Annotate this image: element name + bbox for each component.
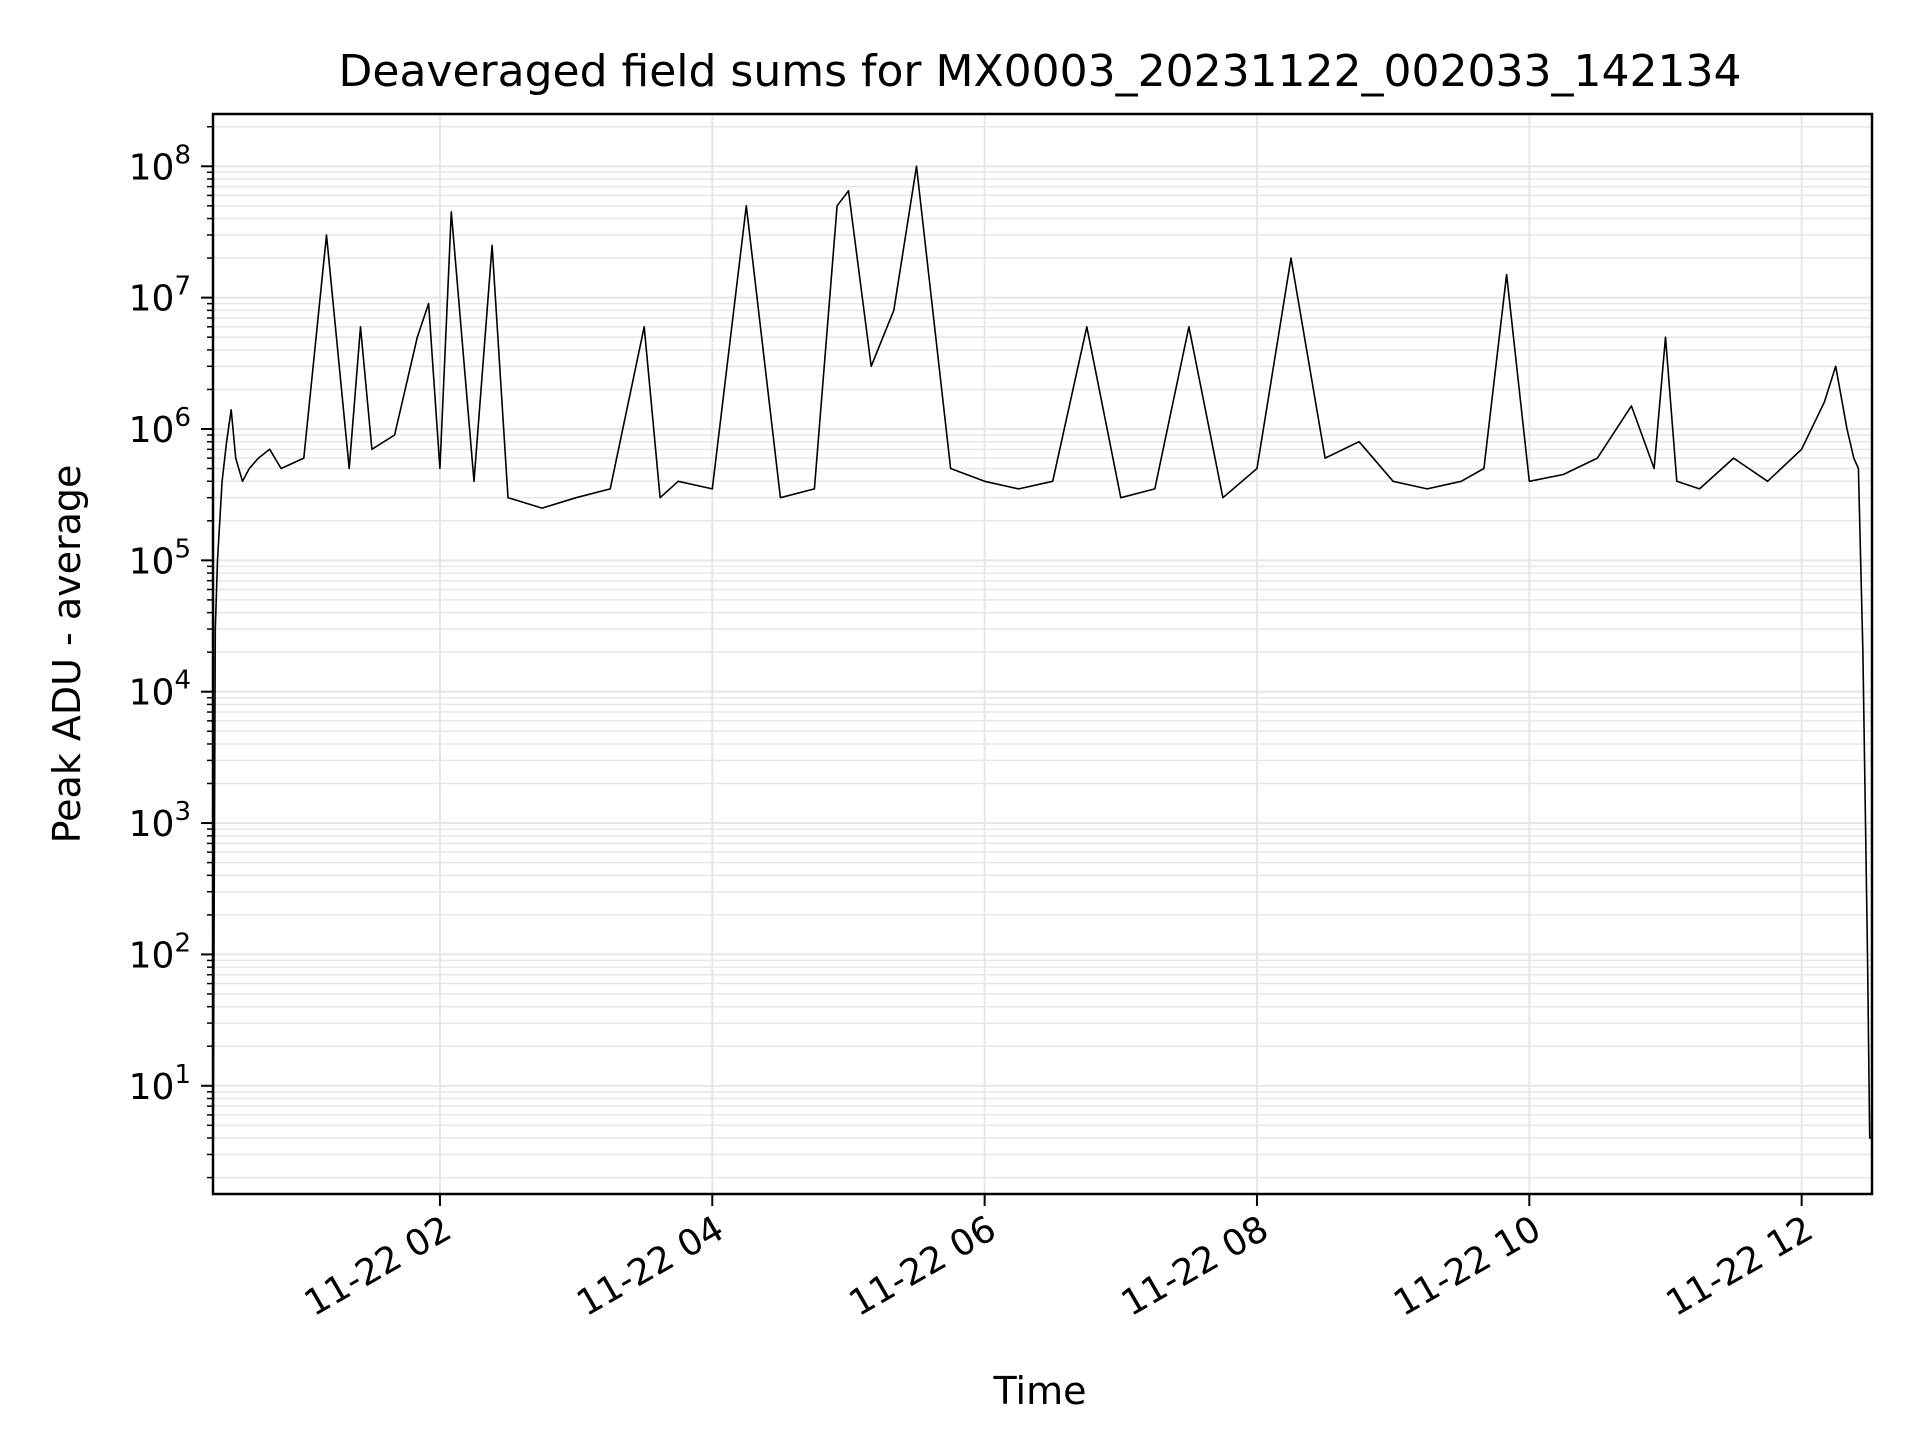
y-axis-label: Peak ADU - average [45, 465, 89, 844]
y-tick-label: 107 [129, 272, 191, 320]
y-tick-label: 104 [129, 666, 191, 714]
y-tick-label: 105 [129, 534, 191, 582]
grid [213, 114, 1872, 1194]
series-line [212, 165, 1872, 1195]
y-tick-label: 106 [129, 403, 191, 451]
plot-frame [211, 112, 1874, 1196]
chart-title: Deaveraged field sums for MX0003_2023112… [339, 46, 1742, 97]
y-tick-label: 101 [129, 1060, 191, 1108]
y-tick-label: 102 [129, 928, 191, 976]
x-axis-label: Time [993, 1369, 1087, 1413]
y-axis-ticks: 101 102 103 104 105 106 107 108 [129, 125, 213, 1179]
y-tick-label: 108 [129, 140, 191, 188]
y-tick-label: 103 [129, 797, 191, 845]
series-layer [212, 165, 1872, 1195]
